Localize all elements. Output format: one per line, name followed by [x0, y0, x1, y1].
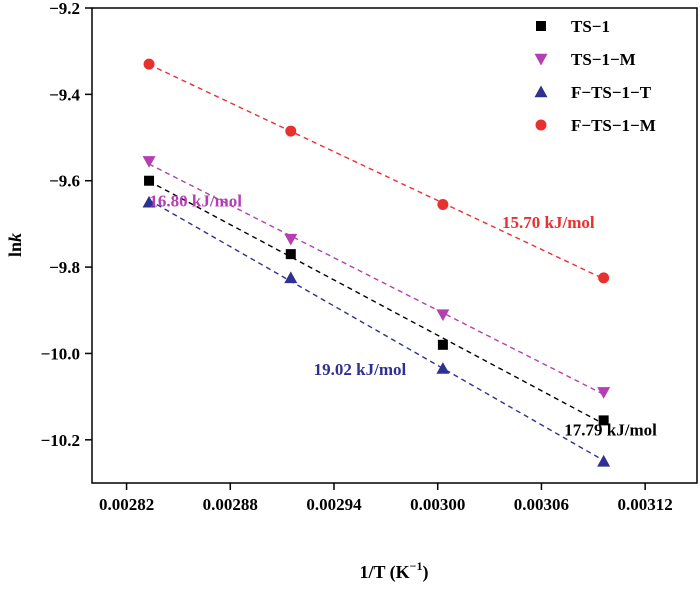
y-tick-label: −9.6 — [49, 172, 80, 191]
x-tick-label: 0.00312 — [618, 495, 673, 514]
fit-line — [148, 199, 605, 462]
legend-marker — [535, 119, 547, 131]
legend: TS−1 TS−1−M F−TS−1−T F−TS−1−M — [534, 17, 656, 135]
data-point — [144, 175, 155, 186]
x-axis-title-superscript: −1 — [410, 559, 423, 573]
y-tick-label: −9.4 — [49, 85, 80, 104]
data-point — [284, 233, 298, 246]
data-point — [436, 309, 450, 322]
legend-label: F−TS−1−M — [571, 116, 656, 135]
plot-frame — [91, 7, 698, 484]
legend-label: TS−1 — [571, 17, 610, 36]
x-axis-ticks: 0.00282 0.00288 0.00294 0.00300 0.00306 0.003… — [99, 483, 673, 514]
data-point — [142, 156, 156, 168]
data-point — [437, 198, 449, 210]
activation-energy-label: 17.79 kJ/mol — [564, 421, 657, 440]
fit-line — [148, 163, 604, 395]
x-axis-title-main: 1/T (K — [359, 562, 409, 583]
y-tick-label: −9.2 — [49, 0, 80, 18]
legend-marker — [536, 21, 546, 31]
x-tick-label: 0.00300 — [410, 495, 465, 514]
data-point — [598, 272, 610, 284]
data-point — [143, 58, 155, 70]
activation-energy-annotations: 17.79 kJ/mol 16.80 kJ/mol 19.02 kJ/mol 15.7… — [149, 192, 657, 440]
x-tick-label: 0.00282 — [99, 495, 154, 514]
y-axis-title: lnk — [5, 233, 25, 257]
x-axis-title-close: ) — [423, 562, 429, 583]
data-point — [285, 249, 296, 260]
activation-energy-label: 16.80 kJ/mol — [149, 192, 242, 211]
plot-area-border — [91, 7, 698, 484]
x-axis-title: 1/T (K−1) — [359, 559, 428, 583]
x-tick-label: 0.00288 — [203, 495, 258, 514]
data-point — [598, 415, 609, 426]
x-tick-label: 0.00294 — [306, 495, 362, 514]
y-axis-title-main: ln — [5, 242, 25, 257]
data-markers — [142, 58, 611, 467]
data-point — [284, 271, 298, 284]
data-point — [285, 125, 297, 137]
legend-marker — [534, 85, 548, 98]
x-tick-label: 0.00306 — [514, 495, 569, 514]
y-tick-label: −10.2 — [41, 431, 80, 450]
legend-label: F−TS−1−T — [571, 83, 652, 102]
y-tick-label: −10.0 — [41, 344, 80, 363]
fit-line — [148, 180, 604, 425]
data-point — [142, 195, 156, 208]
legend-marker — [534, 53, 548, 66]
fit-line — [148, 63, 604, 280]
activation-energy-label: 15.70 kJ/mol — [502, 213, 595, 232]
fit-lines — [148, 63, 605, 462]
legend-label: TS−1−M — [571, 50, 636, 69]
data-point — [436, 362, 450, 374]
activation-energy-label: 19.02 kJ/mol — [314, 360, 407, 379]
data-point — [437, 339, 448, 350]
y-axis-title-italic: k — [5, 233, 25, 242]
data-point — [597, 387, 611, 399]
data-point — [597, 454, 611, 467]
y-tick-label: −9.8 — [49, 258, 80, 277]
y-axis-ticks: −9.2 −9.4 −9.6 −9.8 −10.0 −10.2 — [41, 0, 92, 450]
